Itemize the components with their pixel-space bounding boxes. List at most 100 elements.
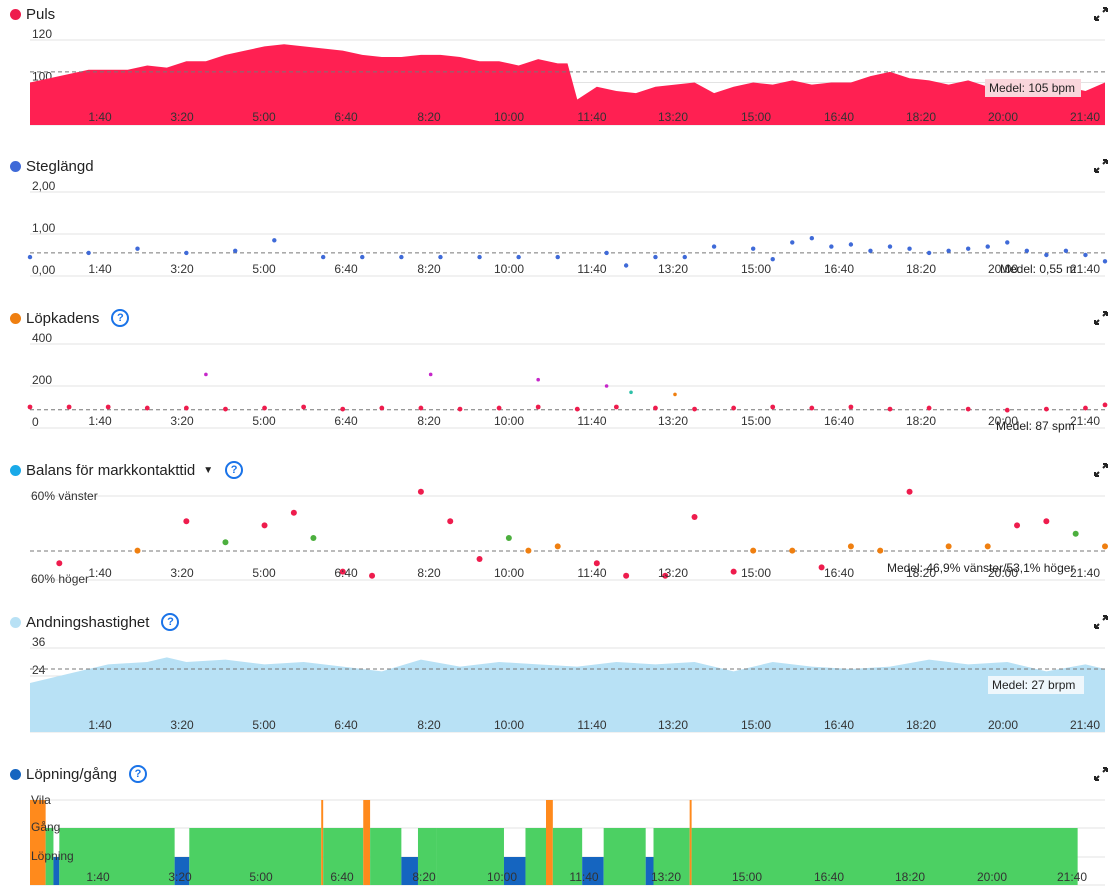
runwalk-segment xyxy=(53,857,60,885)
cadence-point xyxy=(428,372,433,377)
dropdown-caret-icon[interactable]: ▼ xyxy=(203,464,214,476)
breathing-area xyxy=(30,657,1105,732)
x-tick-label: 13:20 xyxy=(651,870,681,884)
balance-point xyxy=(623,572,630,579)
runwalk-segment xyxy=(30,800,46,885)
cadence-point xyxy=(144,405,150,411)
pulse-chart: 12010080Medel: 105 bpm1:403:205:006:408:… xyxy=(30,27,1105,126)
help-icon[interactable]: ? xyxy=(161,613,180,631)
expand-icon[interactable] xyxy=(1094,159,1108,173)
x-tick-label: 11:40 xyxy=(577,262,606,276)
pulse-title-text: Puls xyxy=(26,5,56,23)
balance-point xyxy=(447,518,454,525)
balance-point xyxy=(847,543,854,550)
runwalk-segment xyxy=(582,857,604,885)
y-tick-label: 60% höger xyxy=(31,572,89,586)
cadence-point xyxy=(340,406,346,412)
runwalk-segment xyxy=(691,828,1078,885)
y-tick-label: 1,00 xyxy=(32,221,56,235)
x-tick-label: 21:40 xyxy=(1070,110,1100,124)
runwalk-segment xyxy=(59,828,175,885)
x-tick-label: 6:40 xyxy=(334,566,358,580)
runwalk-segment xyxy=(689,800,692,885)
balance-point xyxy=(290,509,297,516)
balance-point xyxy=(417,488,424,495)
x-tick-label: 3:20 xyxy=(168,870,192,884)
expand-icon[interactable] xyxy=(1094,615,1108,629)
expand-icon[interactable] xyxy=(1094,311,1108,325)
expand-icon[interactable] xyxy=(1094,463,1108,477)
balance-title: Balans för markkontakttid ▼ ? xyxy=(10,461,244,479)
stride-point xyxy=(360,254,365,260)
stride-point xyxy=(829,244,834,249)
stride-point xyxy=(711,244,717,249)
help-icon[interactable]: ? xyxy=(225,461,244,479)
x-tick-label: 10:00 xyxy=(494,566,524,580)
x-tick-label: 15:00 xyxy=(741,262,771,276)
pulse-title: Puls xyxy=(10,5,55,23)
x-tick-label: 3:20 xyxy=(170,110,194,124)
x-tick-label: 18:20 xyxy=(906,566,936,580)
cadence-point xyxy=(692,406,697,412)
cadence-point xyxy=(262,405,267,411)
runwalk-title: Löpning/gång ? xyxy=(10,765,147,783)
pulse-panel: Puls 12010080Medel: 105 bpm1:403:205:006… xyxy=(0,0,1120,152)
x-tick-label: 10:00 xyxy=(494,718,524,732)
expand-icon[interactable] xyxy=(1094,767,1108,781)
cadence-point xyxy=(66,404,72,410)
stride-point xyxy=(516,254,521,260)
stride-point xyxy=(809,236,815,241)
x-tick-label: 11:40 xyxy=(569,870,598,884)
x-tick-label: 8:20 xyxy=(412,870,436,884)
y-tick-label: 0 xyxy=(32,415,39,429)
cadence-point xyxy=(301,404,307,410)
cadence-point xyxy=(457,406,463,412)
cadence-title: Löpkadens ? xyxy=(10,309,130,327)
x-tick-label: 5:00 xyxy=(252,110,276,124)
stride-point xyxy=(399,254,404,260)
cadence-point xyxy=(629,390,633,395)
balance-panel: Balans för markkontakttid ▼ ? 60% vänste… xyxy=(0,456,1120,608)
y-tick-label: Vila xyxy=(31,793,51,807)
x-tick-label: 11:40 xyxy=(577,414,606,428)
cadence-point xyxy=(535,404,541,410)
x-tick-label: 5:00 xyxy=(252,566,276,580)
balance-point xyxy=(818,564,825,571)
balance-point xyxy=(730,568,737,575)
balance-point xyxy=(906,488,913,495)
stride-point xyxy=(868,248,873,253)
help-icon[interactable]: ? xyxy=(111,309,130,327)
balance-point xyxy=(1072,530,1079,537)
y-tick-label: 120 xyxy=(32,27,52,41)
x-tick-label: 8:20 xyxy=(417,566,441,580)
x-tick-label: 8:20 xyxy=(417,262,441,276)
pulse-legend-dot xyxy=(10,8,21,20)
average-label: Medel: 27 brpm xyxy=(992,678,1075,692)
balance-point xyxy=(310,535,317,541)
balance-point xyxy=(877,547,884,554)
cadence-point xyxy=(27,404,33,410)
cadence-panel: Löpkadens ? 400 200 0 1:40 3:20 5:00 6:40 8:20 1… xyxy=(0,304,1120,456)
x-tick-label: 1:40 xyxy=(88,718,112,732)
stride-point xyxy=(1024,248,1030,253)
cadence-point xyxy=(204,372,208,377)
x-tick-label: 10:00 xyxy=(487,870,517,884)
runwalk-segment xyxy=(603,828,646,885)
x-tick-label: 16:40 xyxy=(824,262,854,276)
runwalk-title-text: Löpning/gång xyxy=(26,765,117,783)
x-tick-label: 1:40 xyxy=(88,566,112,580)
x-tick-label: 10:00 xyxy=(494,110,524,124)
x-tick-label: 16:40 xyxy=(824,718,854,732)
x-tick-label: 6:40 xyxy=(334,414,358,428)
runwalk-segment xyxy=(189,828,322,885)
y-tick-label: 200 xyxy=(32,373,52,387)
x-tick-label: 11:40 xyxy=(577,566,606,580)
x-tick-label: 15:00 xyxy=(741,414,771,428)
stride-point xyxy=(272,238,277,243)
x-tick-label: 15:00 xyxy=(741,110,771,124)
help-icon[interactable]: ? xyxy=(128,765,147,783)
runwalk-segment xyxy=(436,828,504,885)
balance-point xyxy=(134,547,141,554)
expand-icon[interactable] xyxy=(1094,7,1108,21)
balance-chart: 60% vänster 60% höger 1:40 3:20 5:00 6:40 8:20… xyxy=(30,488,1108,586)
